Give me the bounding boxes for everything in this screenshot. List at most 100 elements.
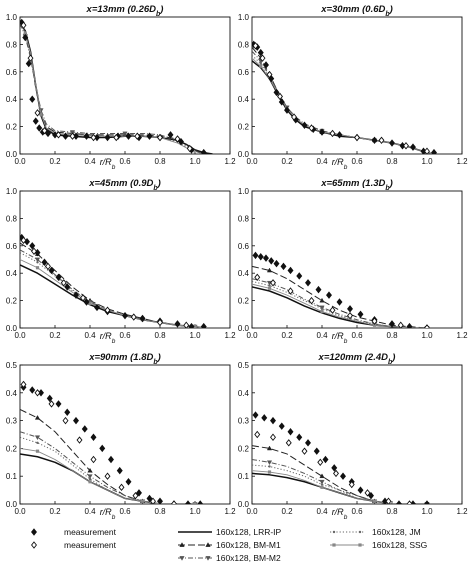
- x-axis-label: r/Rb: [100, 507, 116, 521]
- series-marker-ssg: [23, 31, 27, 36]
- data-point-meas1: [268, 257, 275, 265]
- data-point-meas1: [122, 311, 128, 320]
- y-tick-label: 0.3: [6, 417, 18, 426]
- data-point-meas1: [396, 500, 402, 504]
- data-point-meas1: [81, 425, 88, 433]
- data-point-meas1: [108, 455, 114, 464]
- data-point-meas1: [252, 411, 259, 419]
- x-tick-label: 0.8: [154, 507, 166, 516]
- data-point-meas2: [266, 70, 273, 79]
- y-tick-label: 0.6: [238, 242, 250, 251]
- data-point-meas2: [329, 306, 336, 314]
- data-point-meas1: [73, 291, 79, 299]
- series-line-bm1: [20, 409, 195, 504]
- series-marker-jm: [88, 477, 92, 481]
- data-point-meas2: [104, 472, 111, 480]
- series-marker-bm2: [266, 460, 273, 466]
- data-point-meas1: [273, 259, 280, 268]
- data-point-meas2: [45, 262, 51, 271]
- data-point-meas1: [48, 266, 55, 275]
- x-tick-label: 0.4: [84, 331, 96, 340]
- chart-title: x=30mm (0.6Db): [320, 4, 393, 18]
- data-point-meas2: [171, 500, 177, 504]
- data-point-meas1: [280, 262, 287, 271]
- legend-item-meas2: measurement: [31, 540, 117, 550]
- data-point-meas1: [188, 322, 195, 328]
- data-point-meas1: [296, 433, 303, 442]
- data-point-meas2: [406, 500, 413, 504]
- y-tick-label: 0.6: [6, 68, 18, 77]
- legend-label: measurement: [64, 527, 117, 537]
- chart-panel-1: x=13mm (0.26Db) 0.0 0.2 0.4 0.6 0.8 1.0 1.2 0.0 0…: [6, 4, 236, 171]
- legend-label: 160x128, LRR-IP: [216, 527, 282, 537]
- y-tick-label: 0.8: [6, 40, 18, 49]
- series-marker-ssg: [140, 499, 145, 503]
- data-point-meas1: [261, 414, 268, 422]
- legend-label: 160x128, BM-M1: [216, 540, 281, 550]
- series-marker-bm1: [87, 467, 93, 473]
- data-point-meas1: [257, 253, 264, 261]
- data-point-meas2: [60, 279, 67, 287]
- data-point-meas1: [146, 494, 153, 503]
- legend-swatch-marker: [205, 556, 211, 561]
- data-point-meas1: [94, 303, 100, 312]
- series-line-bm1: [252, 46, 436, 154]
- y-tick-label: 0.0: [6, 150, 18, 159]
- y-tick-label: 0.0: [238, 324, 250, 333]
- plot-frame: [251, 190, 463, 329]
- data-point-meas2: [354, 133, 360, 142]
- data-point-meas1: [368, 491, 374, 500]
- y-tick-label: 0.2: [6, 123, 18, 132]
- plot-frame: [251, 364, 463, 505]
- data-point-meas1: [64, 283, 71, 291]
- data-point-meas1: [139, 314, 146, 323]
- x-tick-label: 0.6: [119, 507, 131, 516]
- data-point-meas2: [183, 321, 190, 328]
- y-tick-label: 0.8: [238, 214, 250, 223]
- series-group: [20, 233, 207, 328]
- data-point-meas2: [31, 247, 37, 256]
- legend-item-meas1: measurement: [31, 527, 117, 537]
- series-line-bm1: [252, 445, 427, 504]
- data-point-meas1: [287, 427, 294, 436]
- x-tick-label: 0.0: [14, 157, 26, 166]
- series-marker-ssg: [320, 485, 324, 489]
- y-tick-label: 0.4: [6, 95, 18, 104]
- x-tick-label: 1.2: [224, 157, 236, 166]
- series-line-jm: [252, 464, 427, 504]
- legend-swatch-marker: [205, 542, 211, 547]
- data-point-meas2: [20, 21, 27, 29]
- x-tick-label: 1.0: [189, 157, 201, 166]
- data-point-meas2: [76, 436, 83, 444]
- data-point-meas1: [278, 98, 285, 106]
- data-point-meas1: [157, 497, 163, 504]
- y-tick-label: 0.4: [6, 269, 18, 278]
- data-point-meas2: [270, 279, 276, 287]
- data-point-meas2: [364, 489, 371, 497]
- data-point-meas1: [273, 88, 280, 97]
- x-tick-label: 0.4: [316, 507, 328, 516]
- x-axis-label: r/Rb: [332, 331, 348, 345]
- data-point-meas1: [36, 124, 43, 132]
- data-point-meas2: [254, 430, 261, 439]
- y-tick-label: 0.8: [6, 214, 18, 223]
- data-point-meas1: [197, 500, 204, 504]
- series-line-ssg: [20, 447, 195, 504]
- y-tick-label: 0.0: [238, 500, 250, 509]
- data-point-meas2: [157, 318, 163, 327]
- legend-swatch-marker: [332, 543, 336, 547]
- legend: measurement measurement 160x128, LRR-IP 160…: [31, 527, 427, 563]
- x-tick-label: 0.0: [246, 157, 258, 166]
- data-point-meas1: [83, 298, 90, 306]
- data-point-meas2: [150, 497, 156, 504]
- x-tick-label: 0.2: [281, 507, 293, 516]
- y-tick-label: 0.2: [238, 444, 250, 453]
- x-tick-label: 1.0: [189, 331, 201, 340]
- x-tick-label: 0.4: [84, 507, 96, 516]
- data-point-meas2: [130, 313, 137, 321]
- data-point-meas1: [64, 408, 71, 416]
- x-tick-label: 0.6: [119, 157, 131, 166]
- data-point-meas2: [287, 287, 294, 295]
- data-point-meas1: [46, 394, 53, 403]
- data-point-meas1: [431, 148, 437, 154]
